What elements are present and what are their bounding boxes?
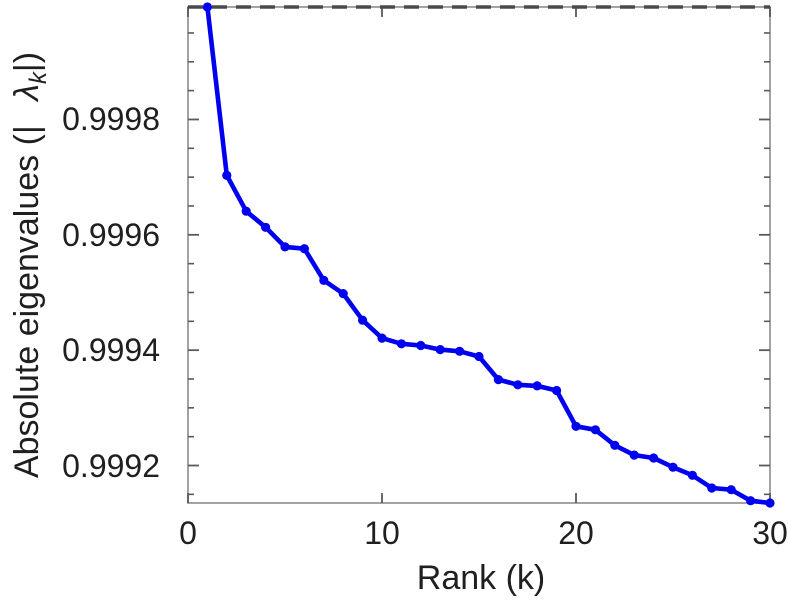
y-axis-label-text: Absolute eigenvalues (|: [8, 125, 46, 479]
data-point: [610, 440, 620, 450]
data-point: [707, 483, 717, 493]
y-tick-label: 0.9996: [62, 216, 160, 253]
data-point: [746, 496, 756, 506]
data-point: [629, 450, 639, 460]
data-point: [455, 346, 465, 356]
data-point: [202, 2, 212, 12]
x-tick-label: 30: [752, 515, 788, 551]
data-line: [205, 4, 773, 506]
data-point: [222, 170, 232, 180]
data-point: [338, 289, 348, 299]
y-tick-label: 0.9998: [62, 101, 160, 138]
data-point: [513, 380, 523, 390]
data-point: [280, 242, 290, 252]
data-point: [571, 421, 581, 431]
lambda-symbol: λ: [8, 84, 46, 101]
data-point: [668, 462, 678, 472]
data-point: [552, 385, 562, 396]
axes-box: [187, 6, 771, 504]
data-point: [261, 222, 271, 232]
data-point: [435, 345, 445, 355]
data-point: [396, 339, 406, 349]
data-point: [649, 453, 659, 463]
data-point: [319, 275, 329, 285]
y-tick-label: 0.9994: [62, 332, 160, 369]
x-tick-label: 10: [364, 515, 400, 551]
data-point: [765, 498, 775, 508]
data-point: [299, 244, 309, 254]
y-axis-label-suffix: |): [8, 51, 46, 73]
data-point: [377, 333, 387, 343]
lambda-subscript: k: [24, 72, 52, 85]
data-point: [241, 206, 251, 216]
data-point: [532, 381, 542, 391]
data-point: [687, 470, 698, 480]
data-point: [474, 351, 484, 362]
x-tick-label: 20: [558, 515, 594, 551]
data-point: [416, 340, 426, 351]
y-tick-label: 0.9992: [62, 447, 160, 484]
data-point: [726, 485, 736, 495]
data-point: [358, 315, 368, 325]
data-point: [590, 425, 601, 435]
x-tick-label: 0: [179, 515, 197, 551]
x-axis-label-text: Rank (k): [416, 559, 546, 597]
data-point: [493, 375, 503, 385]
x-axis-label: Rank (k): [331, 559, 631, 598]
